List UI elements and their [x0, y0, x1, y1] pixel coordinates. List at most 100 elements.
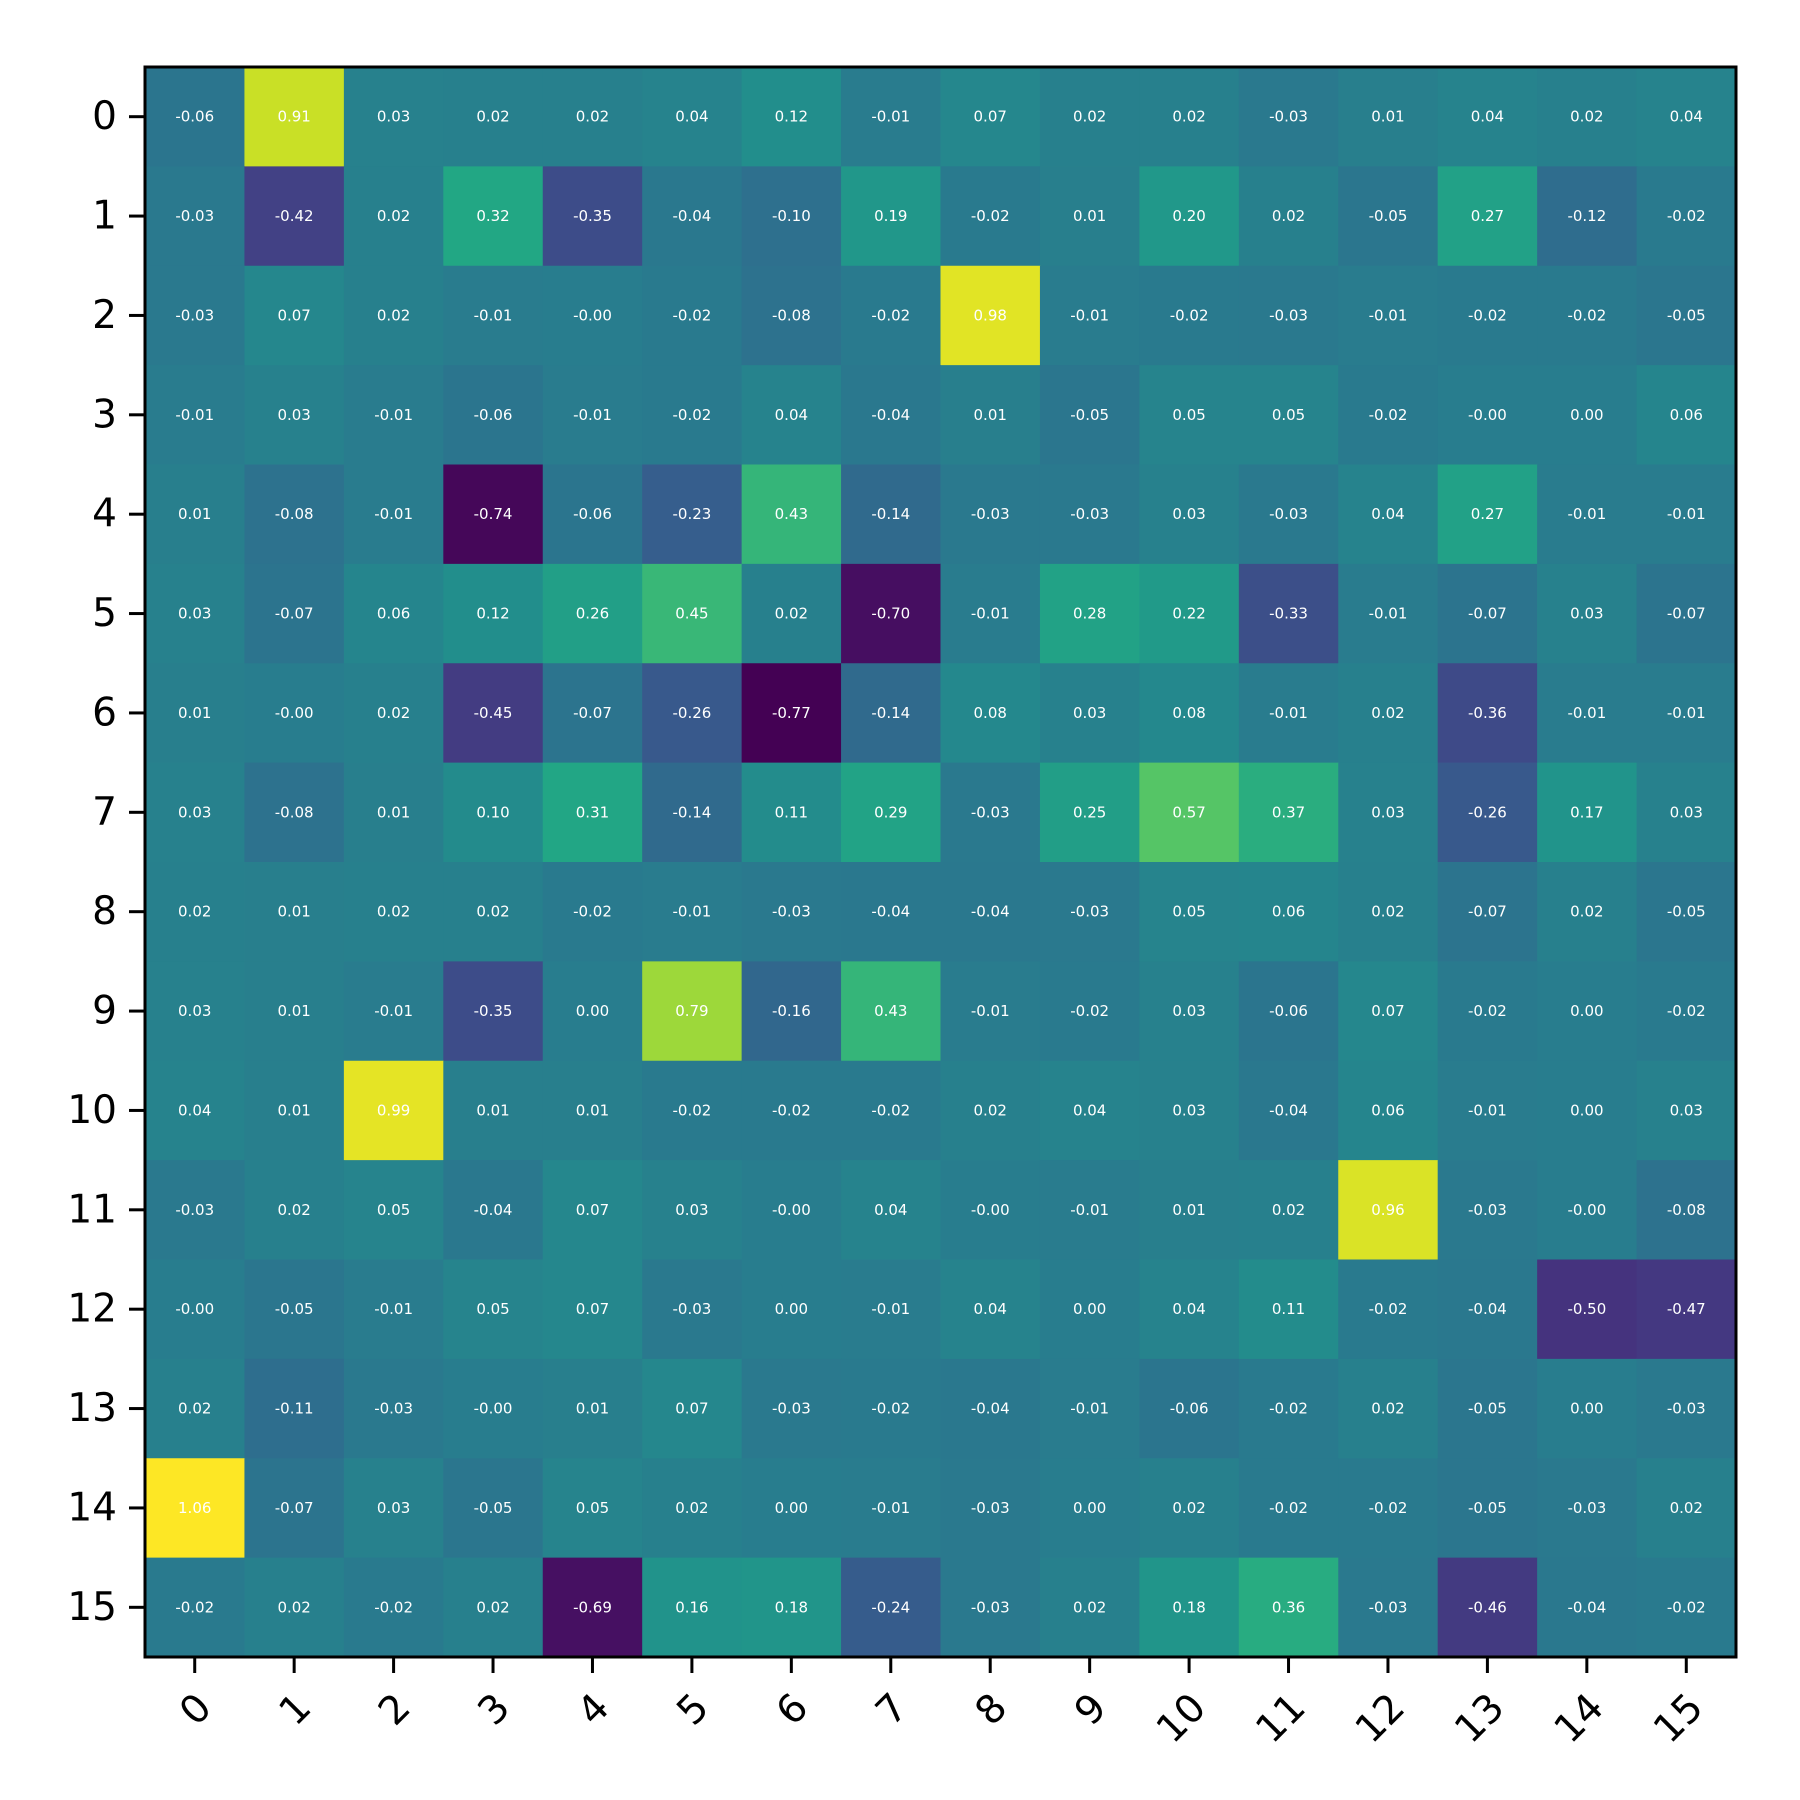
- cell-value-label: -0.04: [474, 1201, 513, 1219]
- y-tick-label: 5: [92, 591, 117, 636]
- heatmap-cell-r4-c10: [1139, 464, 1240, 565]
- cell-value-label: 0.27: [1471, 207, 1504, 225]
- heatmap-cell-r2-c13: [1437, 265, 1538, 366]
- heatmap-cell-r7-c0: [145, 762, 245, 863]
- heatmap-cell-r15-c4: [542, 1557, 643, 1658]
- heatmap-cell-r1-c12: [1338, 166, 1439, 267]
- heatmap-cell-r2-c10: [1139, 265, 1240, 366]
- heatmap-cell-r14-c2: [343, 1458, 444, 1559]
- heatmap-cell-r1-c6: [741, 166, 842, 267]
- heatmap-cell-r3-c6: [741, 365, 842, 465]
- heatmap-cell-r5-c2: [343, 563, 444, 664]
- heatmap-cell-r0-c10: [1139, 67, 1240, 167]
- heatmap-cell-r8-c7: [841, 862, 941, 962]
- cell-value-label: -0.00: [1567, 1201, 1606, 1219]
- cell-value-label: 0.02: [178, 1400, 211, 1418]
- cell-value-label: -0.12: [1567, 207, 1606, 225]
- heatmap-cell-r15-c11: [1238, 1557, 1339, 1658]
- heatmap-cell-r10-c4: [542, 1060, 643, 1161]
- heatmap-cell-r7-c14: [1537, 762, 1638, 863]
- heatmap-cell-r1-c1: [244, 166, 345, 267]
- cell-value-label: -0.23: [673, 505, 712, 523]
- cell-value-label: 0.03: [1570, 605, 1603, 623]
- y-tick-label: 3: [92, 392, 117, 437]
- cell-value-label: 0.02: [1570, 108, 1603, 126]
- cell-value-label: 0.08: [974, 704, 1007, 722]
- heatmap-cell-r6-c3: [443, 663, 544, 764]
- heatmap-cell-r2-c2: [343, 265, 444, 366]
- heatmap-cell-r5-c10: [1139, 563, 1240, 664]
- heatmap-cell-r4-c9: [1039, 464, 1140, 565]
- heatmap-cell-r1-c8: [940, 166, 1041, 267]
- cell-value-label: -0.03: [1269, 505, 1308, 523]
- heatmap-cell-r14-c8: [940, 1458, 1041, 1559]
- cell-value-label: 0.31: [576, 803, 609, 821]
- heatmap-cell-r5-c4: [542, 563, 643, 664]
- heatmap-cell-r1-c9: [1039, 166, 1140, 267]
- heatmap-cell-r14-c7: [841, 1458, 941, 1559]
- heatmap-cell-r3-c4: [542, 365, 643, 465]
- heatmap-cell-r9-c14: [1537, 961, 1638, 1062]
- cell-value-label: -0.33: [1269, 605, 1308, 623]
- cell-value-label: 0.79: [675, 1002, 708, 1020]
- heatmap-cell-r12-c5: [642, 1259, 743, 1360]
- heatmap-cell-r3-c3: [443, 365, 544, 465]
- cell-value-label: -0.06: [175, 108, 214, 126]
- heatmap-cell-r9-c1: [244, 961, 345, 1062]
- cell-value-label: -0.01: [871, 108, 910, 126]
- heatmap-cell-r4-c6: [741, 464, 842, 565]
- heatmap-cell-r2-c4: [542, 265, 643, 366]
- heatmap-cell-r9-c4: [542, 961, 643, 1062]
- cell-value-label: 0.00: [1073, 1499, 1106, 1517]
- heatmap-cell-r0-c12: [1338, 67, 1439, 167]
- cell-value-label: 0.04: [1471, 108, 1504, 126]
- heatmap-cell-r5-c0: [145, 563, 245, 664]
- cell-value-label: 0.02: [1371, 704, 1404, 722]
- cell-value-label: -0.08: [1667, 1201, 1706, 1219]
- cell-value-label: 0.02: [1272, 207, 1305, 225]
- heatmap-cell-r12-c12: [1338, 1259, 1439, 1360]
- heatmap-cell-r14-c9: [1039, 1458, 1140, 1559]
- heatmap-cell-r14-c6: [741, 1458, 842, 1559]
- cell-value-label: 0.10: [476, 803, 509, 821]
- heatmap-cell-r2-c11: [1238, 265, 1339, 366]
- heatmap-cell-r6-c2: [343, 663, 444, 764]
- cell-value-label: 0.00: [1570, 1101, 1603, 1119]
- heatmap-cell-r12-c13: [1437, 1259, 1538, 1360]
- cell-value-label: 0.02: [1371, 1400, 1404, 1418]
- cell-value-label: 0.04: [1073, 1101, 1106, 1119]
- heatmap-cell-r2-c15: [1636, 265, 1737, 366]
- cell-value-label: 0.06: [1272, 903, 1305, 921]
- cell-value-label: 0.02: [1172, 1499, 1205, 1517]
- cell-value-label: 0.02: [476, 1598, 509, 1616]
- heatmap-cell-r8-c9: [1039, 862, 1140, 962]
- heatmap-cell-r13-c3: [443, 1358, 544, 1459]
- cell-value-label: -0.01: [1070, 1400, 1109, 1418]
- cell-value-label: -0.04: [1269, 1101, 1308, 1119]
- heatmap-cell-r5-c15: [1636, 563, 1737, 664]
- heatmap-cell-r6-c4: [542, 663, 643, 764]
- heatmap-cell-r0-c8: [940, 67, 1041, 167]
- cell-value-label: 0.06: [1371, 1101, 1404, 1119]
- cell-value-label: -0.00: [573, 306, 612, 324]
- heatmap-cell-r9-c5: [642, 961, 743, 1062]
- heatmap-cell-r3-c9: [1039, 365, 1140, 465]
- cell-value-label: 0.02: [377, 306, 410, 324]
- cell-value-label: -0.46: [1468, 1598, 1507, 1616]
- cell-value-label: -0.02: [1269, 1499, 1308, 1517]
- cell-value-label: 0.02: [775, 605, 808, 623]
- y-tick-label: 12: [67, 1287, 117, 1332]
- heatmap-cell-r15-c10: [1139, 1557, 1240, 1658]
- cell-value-label: 0.12: [775, 108, 808, 126]
- cell-value-label: 0.03: [178, 1002, 211, 1020]
- cell-value-label: -0.02: [971, 207, 1010, 225]
- cell-value-label: -0.03: [1468, 1201, 1507, 1219]
- heatmap-cell-r14-c5: [642, 1458, 743, 1559]
- heatmap-cell-r4-c5: [642, 464, 743, 565]
- cell-value-label: 0.25: [1073, 803, 1106, 821]
- cell-value-label: 0.01: [576, 1101, 609, 1119]
- cell-value-label: 0.01: [277, 1002, 310, 1020]
- heatmap-cell-r11-c14: [1537, 1160, 1638, 1260]
- cell-value-label: -0.06: [1170, 1400, 1209, 1418]
